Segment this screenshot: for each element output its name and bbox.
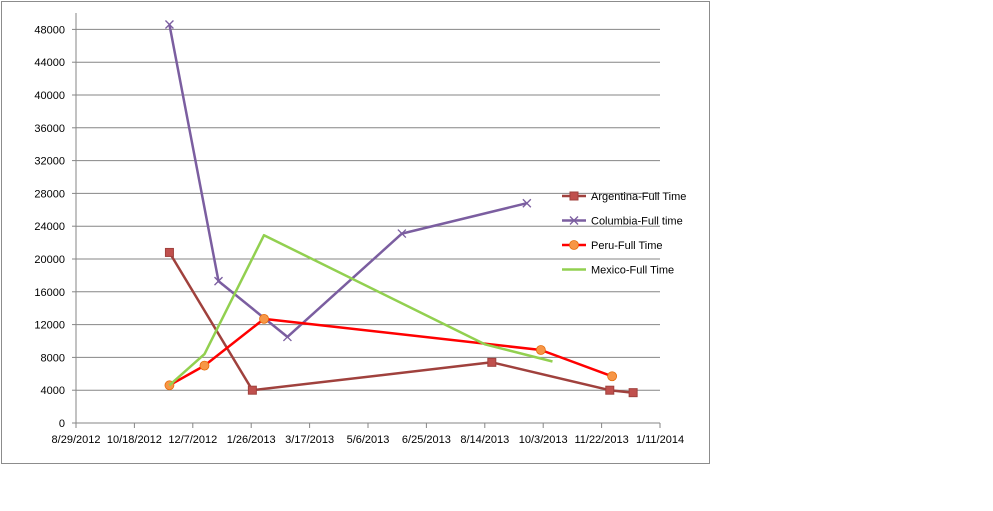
x-tick-label: 1/26/2013 — [227, 434, 276, 446]
data-point-peru-full-time — [259, 313, 269, 324]
legend: Argentina-Full Time Columbia-Full time Per… — [562, 191, 686, 277]
y-tick-label: 16000 — [34, 287, 65, 299]
marker-stroke — [164, 20, 174, 29]
x-tick-label: 11/22/2013 — [574, 434, 628, 446]
axes: 0 4000 8000 12000 16000 20000 24000 28000 32000 3… — [34, 13, 684, 446]
legend-label: Argentina-Full Time — [591, 191, 686, 203]
legend-entry-argentina-full-time: Argentina-Full Time — [562, 191, 686, 203]
data-point-peru-full-time — [607, 371, 618, 382]
x-tick-label: 10/18/2012 — [107, 434, 162, 446]
y-tick-label: 32000 — [34, 156, 65, 168]
marker-stroke — [282, 332, 292, 342]
x-tick-label: 10/3/2013 — [519, 434, 568, 446]
legend-entry-peru-full-time: Peru-Full Time — [562, 240, 663, 252]
legend-swatch-marker — [569, 216, 579, 225]
y-tick-label: 8000 — [41, 352, 65, 364]
data-point-argentina-full-time — [605, 385, 615, 395]
data-point-peru-full-time — [535, 345, 546, 355]
legend-label: Columbia-Full time — [591, 216, 683, 228]
data-point-peru-full-time — [199, 360, 210, 371]
legend-swatch-marker — [569, 240, 579, 250]
y-tick-label: 12000 — [34, 320, 65, 332]
y-tick-label: 0 — [59, 418, 65, 430]
legend-label: Peru-Full Time — [591, 240, 663, 252]
legend-swatch-marker — [569, 191, 579, 201]
y-tick-label: 48000 — [34, 24, 65, 36]
marker-stroke — [214, 276, 223, 286]
x-tick-label: 8/14/2013 — [460, 434, 509, 446]
series-line-argentina-full-time — [168, 251, 634, 394]
x-tick-label: 8/29/2012 — [52, 434, 101, 446]
y-tick-label: 4000 — [41, 385, 65, 397]
marker-stroke — [397, 229, 407, 239]
data-point-columbia-full-time — [522, 198, 532, 208]
data-point-columbia-full-time — [164, 20, 174, 29]
data-point-columbia-full-time — [214, 276, 223, 286]
marker-stroke — [522, 198, 532, 208]
series-line-columbia-full-time — [168, 24, 528, 339]
legend-entry-columbia-full-time: Columbia-Full time — [562, 216, 683, 228]
marker-stroke — [569, 216, 579, 225]
data-point-columbia-full-time — [397, 229, 407, 239]
y-tick-label: 28000 — [34, 188, 65, 200]
x-tick-label: 3/17/2013 — [285, 434, 334, 446]
y-tick-label: 44000 — [34, 57, 65, 69]
data-point-argentina-full-time — [164, 247, 174, 257]
gridlines — [76, 28, 660, 391]
data-point-argentina-full-time — [487, 357, 497, 367]
data-point-columbia-full-time — [282, 332, 292, 342]
y-tick-label: 36000 — [34, 123, 65, 135]
data-point-argentina-full-time — [628, 388, 638, 398]
legend-label: Mexico-Full Time — [591, 265, 674, 277]
y-tick-label: 20000 — [34, 254, 65, 266]
series-plot — [164, 20, 638, 398]
y-tick-label: 24000 — [34, 221, 65, 233]
y-tick-label: 40000 — [34, 90, 65, 102]
series-line-mexico-full-time — [168, 233, 553, 387]
legend-entry-mexico-full-time: Mexico-Full Time — [562, 265, 674, 277]
x-tick-label: 1/11/2014 — [636, 434, 684, 446]
x-tick-label: 6/25/2013 — [402, 434, 451, 446]
data-point-argentina-full-time — [247, 385, 257, 395]
x-tick-label: 5/6/2013 — [347, 434, 390, 446]
x-tick-label: 12/7/2012 — [168, 434, 217, 446]
